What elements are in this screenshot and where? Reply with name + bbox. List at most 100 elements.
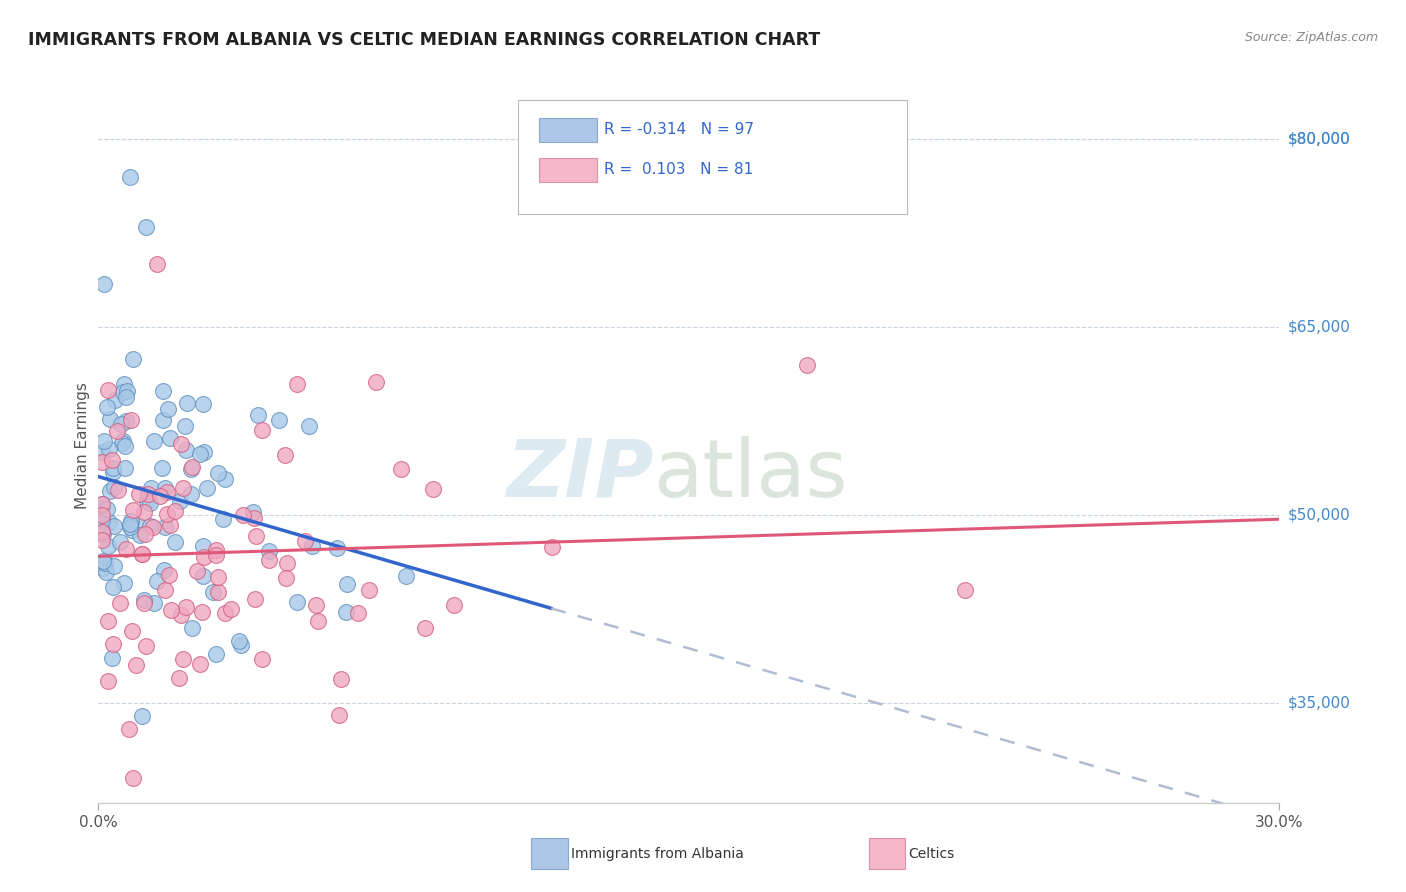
Text: R = -0.314   N = 97: R = -0.314 N = 97 [605,122,754,137]
Point [132,505,155,519]
Point [191,569,214,583]
Point [156,484,179,499]
Text: $80,000: $80,000 [1288,132,1351,147]
Point [121,624,143,639]
Point [132,596,155,610]
Point [174,418,197,433]
Point [142,596,165,610]
Point [541,540,564,554]
Point [204,647,226,661]
Text: atlas: atlas [654,435,848,514]
Point [242,506,264,520]
Point [91,513,114,527]
Point [103,558,125,573]
Point [93,434,115,448]
Point [111,435,134,450]
Point [94,556,117,570]
Text: ZIP: ZIP [506,435,654,514]
Point [160,603,183,617]
Point [214,472,236,486]
Point [176,600,198,615]
Point [125,658,148,673]
Point [131,547,153,561]
Point [91,554,114,568]
Point [328,707,350,722]
Point [190,605,212,619]
Point [120,514,142,528]
Point [131,709,153,723]
Point [112,576,135,591]
Point [97,383,120,397]
Text: IMMIGRANTS FROM ALBANIA VS CELTIC MEDIAN EARNINGS CORRELATION CHART: IMMIGRANTS FROM ALBANIA VS CELTIC MEDIAN… [28,31,820,49]
Point [207,584,229,599]
Point [128,517,150,532]
Point [174,443,197,458]
Point [326,541,349,556]
Point [136,486,159,500]
Point [207,466,229,480]
Point [91,524,114,539]
Point [114,439,136,453]
Point [96,501,118,516]
Point [101,580,124,594]
Point [121,523,143,537]
Point [422,482,444,496]
Point [146,257,169,271]
Point [243,592,266,607]
Point [180,462,202,476]
Point [114,461,136,475]
Point [229,639,252,653]
Point [110,417,132,431]
Point [135,219,157,234]
Point [245,529,267,543]
Point [108,596,131,610]
Point [94,566,117,580]
Point [91,560,114,574]
Point [336,576,359,591]
Point [100,412,122,426]
Point [153,582,176,597]
Text: R =  0.103   N = 81: R = 0.103 N = 81 [605,162,754,178]
Point [394,569,416,583]
Point [159,517,181,532]
Point [190,657,212,671]
Point [181,459,204,474]
Point [285,376,308,391]
Point [953,582,976,597]
Point [169,494,191,508]
Point [91,527,114,541]
Point [157,567,180,582]
Point [146,574,169,589]
FancyBboxPatch shape [538,158,596,182]
Point [111,384,134,399]
Point [115,414,138,428]
Point [273,448,295,462]
Point [167,671,190,685]
Point [91,445,114,459]
Point [91,533,114,547]
Point [250,423,273,437]
Point [443,598,465,612]
Point [139,496,162,510]
Point [159,431,181,445]
Point [176,396,198,410]
FancyBboxPatch shape [517,100,907,214]
Point [197,481,219,495]
Point [142,519,165,533]
Point [152,384,174,398]
Text: Source: ZipAtlas.com: Source: ZipAtlas.com [1244,31,1378,45]
Point [294,533,316,548]
Point [100,484,122,499]
Point [247,409,270,423]
Point [111,434,134,448]
Point [170,607,193,622]
Point [188,447,211,461]
Point [359,583,381,598]
Point [165,535,187,549]
Point [335,605,357,619]
Point [101,453,124,467]
Text: Immigrants from Albania: Immigrants from Albania [571,847,744,861]
Point [101,460,124,475]
Point [101,465,124,479]
Point [118,520,141,534]
